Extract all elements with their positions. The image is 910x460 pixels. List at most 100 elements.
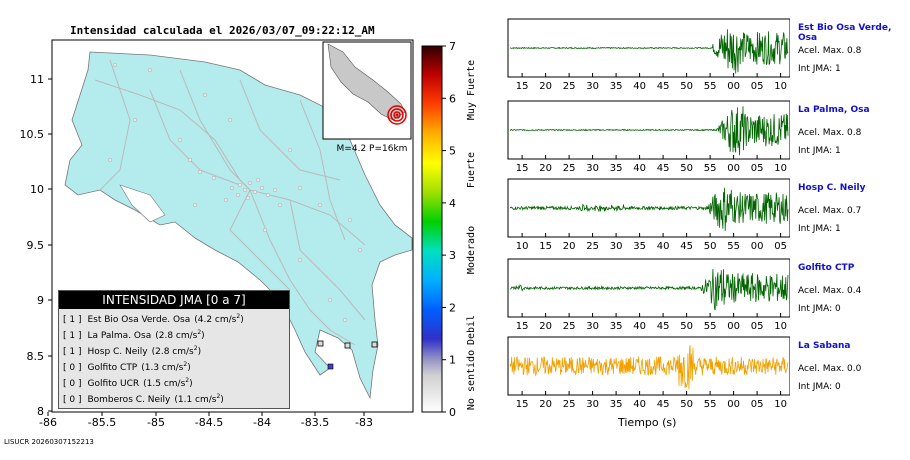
colorbar-tick-label: 1 xyxy=(449,354,456,367)
station-marker xyxy=(317,340,324,347)
road-line xyxy=(179,69,251,191)
map-x-tick-label: -83 xyxy=(355,416,373,429)
station-dot xyxy=(211,175,216,180)
station-max-accel: Acel. Max. 0.8 xyxy=(798,46,862,56)
seismogram-tick-label: 40 xyxy=(633,321,646,332)
epicenter-icon xyxy=(395,113,399,117)
colorbar-gradient xyxy=(421,45,443,413)
station-name: Est Bio Osa Verde, Osa xyxy=(798,23,892,43)
seismogram-tick-label: 40 xyxy=(657,241,670,252)
station-dot xyxy=(242,187,247,192)
map-title: Intensidad calculada el 2026/03/07_09:22… xyxy=(70,24,375,37)
legend-value: (1.3 cm/s xyxy=(141,363,184,373)
colorbar-tick-label: 3 xyxy=(449,249,456,262)
seismogram-tick-label: 30 xyxy=(610,241,623,252)
station-dot xyxy=(235,192,240,197)
seismogram-tick-label: 20 xyxy=(539,81,552,92)
seismogram-tick-label: 20 xyxy=(539,321,552,332)
station-dot xyxy=(223,197,228,202)
seismogram-tick-label: 50 xyxy=(680,321,693,332)
road-line xyxy=(299,99,346,241)
station-dot xyxy=(237,182,242,187)
legend-exponent: 2 xyxy=(183,361,188,368)
time-axis-label: Tiempo (s) xyxy=(618,416,677,429)
station-dot xyxy=(177,137,182,142)
legend-exponent: 2 xyxy=(216,393,221,400)
station-dot xyxy=(343,318,348,323)
station-dot xyxy=(263,227,268,232)
seismogram-tick-label: 35 xyxy=(633,241,646,252)
legend-value: (2.8 cm/s xyxy=(155,331,198,341)
seismogram-tick-label: 35 xyxy=(610,399,623,410)
station-dot xyxy=(192,202,197,207)
seismogram-trace xyxy=(509,106,789,156)
station-name: La Sabana xyxy=(798,341,851,351)
seismogram-tick-label: 35 xyxy=(610,81,623,92)
map-y-tick-label: 10.5 xyxy=(20,128,45,141)
seismogram-tick-label: 40 xyxy=(633,81,646,92)
station-marker xyxy=(327,363,334,370)
seismogram-tick-label: 30 xyxy=(586,321,599,332)
station-dot xyxy=(273,187,278,192)
legend-intensity: [ 0 ] xyxy=(63,379,82,389)
legend-close: ) xyxy=(197,347,202,357)
road-line xyxy=(149,89,241,186)
legend-close: ) xyxy=(187,363,191,373)
station-dot xyxy=(202,92,207,97)
station-dot xyxy=(187,157,192,162)
station-marker xyxy=(371,341,378,348)
seismogram-tick-label: 50 xyxy=(680,399,693,410)
station-dot xyxy=(229,185,234,190)
seismogram-tick-label: 15 xyxy=(539,241,552,252)
seismogram-tick-label: 05 xyxy=(751,399,764,410)
seismogram-tick-label: 20 xyxy=(539,399,552,410)
legend-exponent: 2 xyxy=(193,345,198,352)
seismogram-tick-label: 00 xyxy=(727,163,740,174)
colorbar-tick-label: 5 xyxy=(449,145,456,158)
seismogram-tick-label: 45 xyxy=(680,241,693,252)
seismogram-tick-label: 00 xyxy=(727,399,740,410)
seismogram-tick-label: 25 xyxy=(563,163,576,174)
seismogram-tick-label: 55 xyxy=(727,241,740,252)
seismogram-tick-label: 15 xyxy=(516,399,529,410)
colorbar-label: Moderado xyxy=(466,226,477,274)
seismogram-tick-label: 30 xyxy=(586,399,599,410)
seismogram-tick-label: 25 xyxy=(563,81,576,92)
legend-title: INTENSIDAD JMA [0 a 7] xyxy=(59,291,289,309)
seismogram-tick-label: 25 xyxy=(586,241,599,252)
legend-close: ) xyxy=(240,315,244,325)
legend-intensity: [ 1 ] xyxy=(63,331,82,341)
seismogram-tick-label: 55 xyxy=(704,163,717,174)
map-x-tick-label: -85.5 xyxy=(88,416,116,429)
seismogram-tick-label: 55 xyxy=(704,321,717,332)
seismogram-tick-label: 05 xyxy=(751,163,764,174)
seismogram-tick-label: 25 xyxy=(563,321,576,332)
station-max-accel: Acel. Max. 0.7 xyxy=(798,206,862,216)
legend-close: ) xyxy=(189,379,193,389)
seismogram-tick-label: 15 xyxy=(516,163,529,174)
map-x-tick-label: -86 xyxy=(39,416,57,429)
station-dot xyxy=(107,157,112,162)
legend-station: Bomberos C. Neily xyxy=(87,395,171,405)
seismogram-tick-label: 45 xyxy=(657,399,670,410)
epicenter-ring xyxy=(387,105,407,125)
station-dot xyxy=(278,202,283,207)
map-x-tick-label: -85 xyxy=(147,416,165,429)
seismogram-tick-label: 50 xyxy=(704,241,717,252)
seismogram-tick-label: 40 xyxy=(633,163,646,174)
station-intensity: Int JMA: 1 xyxy=(798,64,841,74)
seismogram-tick-label: 45 xyxy=(657,81,670,92)
legend-entry: [ 0 ] Golfito UCR (1.5 cm/s2) xyxy=(59,373,289,389)
legend-value: (1.1 cm/s xyxy=(174,395,217,405)
map-y-tick-label: 9 xyxy=(37,294,44,307)
station-max-accel: Acel. Max. 0.4 xyxy=(798,286,862,296)
legend-entry: [ 1 ] La Palma. Osa (2.8 cm/s2) xyxy=(59,325,289,341)
colorbar-tick-label: 0 xyxy=(449,406,456,419)
station-max-accel: Acel. Max. 0.0 xyxy=(798,364,862,374)
map-y-tick-label: 10 xyxy=(30,183,44,196)
station-dot xyxy=(227,117,232,122)
gulf-of-nicoya xyxy=(119,184,166,223)
legend-station: La Palma. Osa xyxy=(87,331,152,341)
colorbar-label: Fuerte xyxy=(466,152,477,188)
road-line xyxy=(229,189,291,291)
